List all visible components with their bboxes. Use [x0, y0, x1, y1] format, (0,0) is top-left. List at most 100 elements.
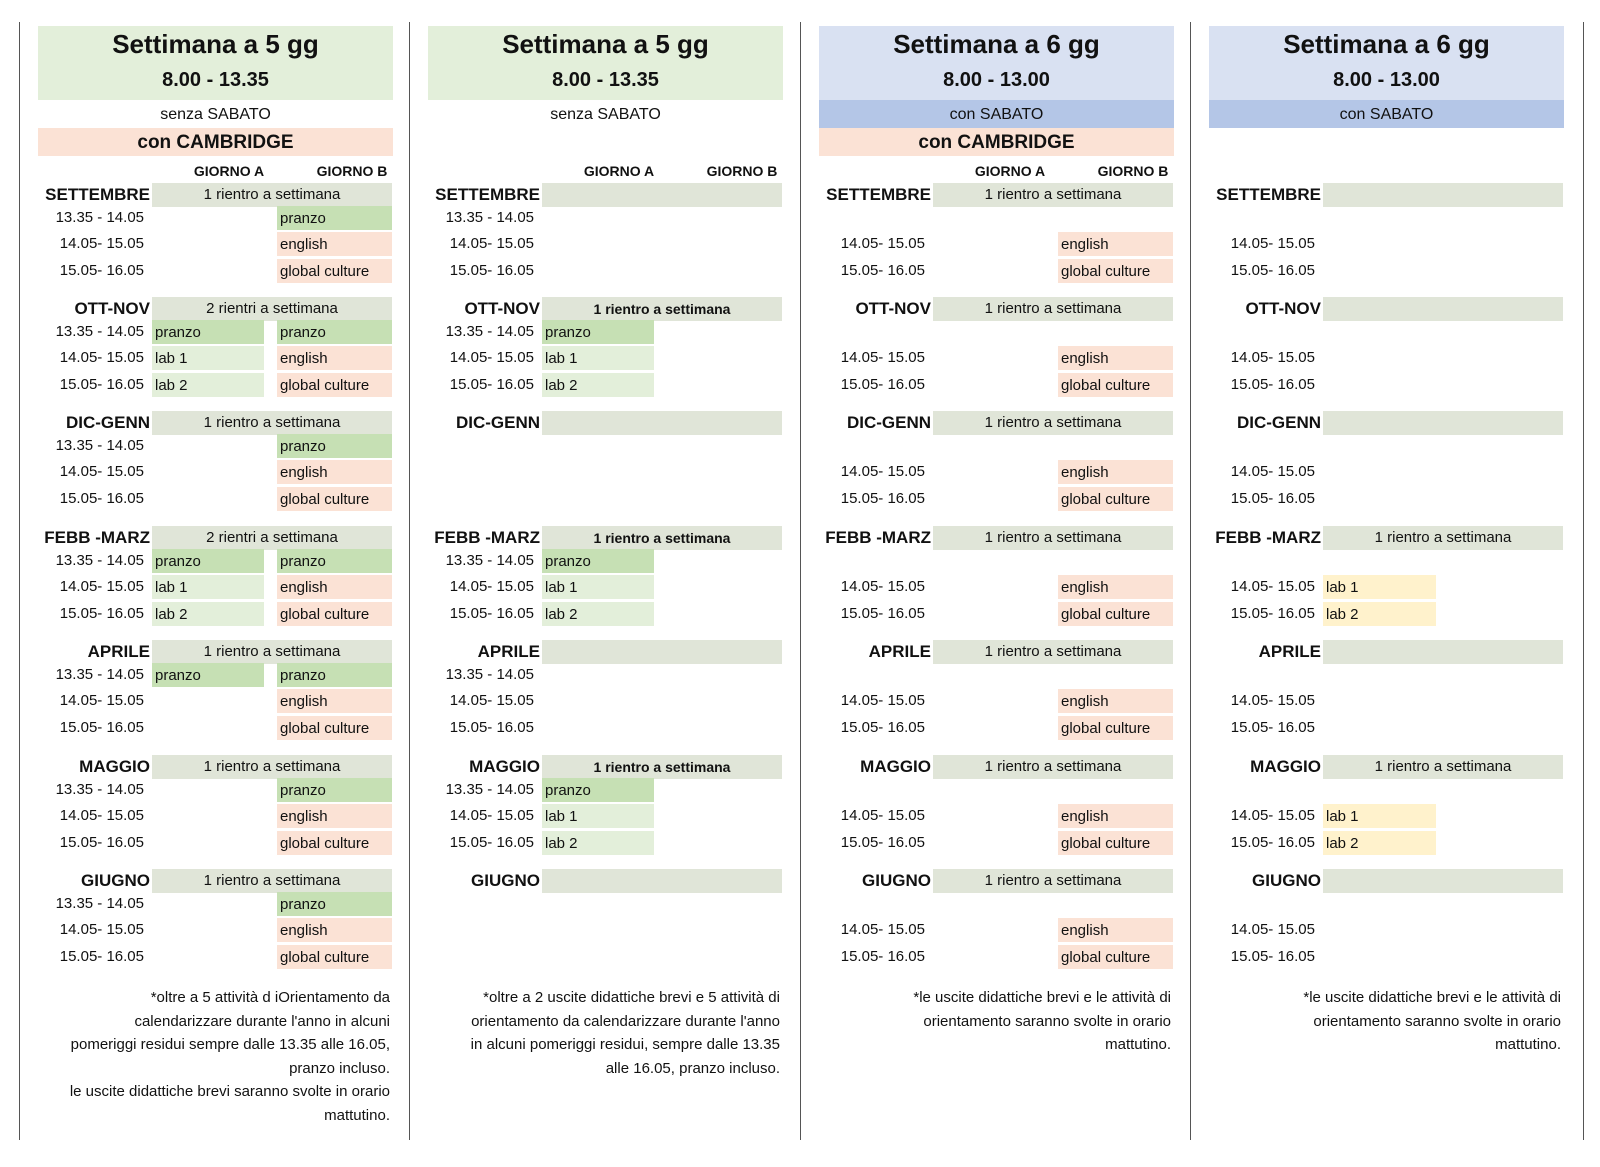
time-slot: 15.05- 16.05: [1230, 376, 1315, 393]
cell-giorno-b: global culture: [277, 373, 392, 397]
time-slot: 15.05- 16.05: [59, 490, 144, 507]
cell-giorno-a: pranzo: [542, 320, 654, 344]
time-slot: 13.35 - 14.05: [55, 209, 144, 226]
time-slot: 15.05- 16.05: [449, 834, 534, 851]
divider-right: [1583, 22, 1584, 1140]
time-slot: 15.05- 16.05: [840, 834, 925, 851]
time-slot: 14.05- 15.05: [840, 235, 925, 252]
time-slot: 14.05- 15.05: [59, 921, 144, 938]
time-slot: 15.05- 16.05: [840, 605, 925, 622]
footnote-line: *le uscite didattiche brevi e le attivit…: [913, 989, 1171, 1006]
cell-giorno-b: english: [277, 918, 392, 942]
month-label: SETTEMBRE: [45, 185, 150, 204]
time-slot: 14.05- 15.05: [59, 235, 144, 252]
time-slot: 15.05- 16.05: [59, 262, 144, 279]
time-slot: 14.05- 15.05: [840, 692, 925, 709]
month-rientri-bar: 1 rientro a settimana: [542, 755, 782, 779]
month-rientri-bar: 1 rientro a settimana: [542, 526, 782, 550]
month-rientri-bar: 2 rientri a settimana: [152, 297, 392, 321]
month-label: MAGGIO: [79, 757, 150, 776]
cell-giorno-a: lab 2: [1323, 602, 1436, 626]
time-slot: 13.35 - 14.05: [55, 323, 144, 340]
cell-giorno-b: global culture: [1058, 259, 1173, 283]
footnote-line: pomeriggi residui sempre dalle 13.35 all…: [70, 1036, 390, 1053]
cell-giorno-a: lab 1: [152, 346, 264, 370]
cell-giorno-b: english: [277, 460, 392, 484]
cell-giorno-b: english: [277, 346, 392, 370]
time-slot: 15.05- 16.05: [59, 834, 144, 851]
panel-hours: 8.00 - 13.00: [819, 61, 1174, 100]
month-label: SETTEMBRE: [1216, 185, 1321, 204]
time-slot: 13.35 - 14.05: [55, 895, 144, 912]
cell-giorno-a: pranzo: [152, 549, 264, 573]
cell-giorno-b: english: [1058, 575, 1173, 599]
time-slot: 15.05- 16.05: [59, 719, 144, 736]
cell-giorno-b: global culture: [1058, 602, 1173, 626]
cell-giorno-b: english: [1058, 689, 1173, 713]
month-rientri-bar: 1 rientro a settimana: [933, 411, 1173, 435]
time-slot: 13.35 - 14.05: [445, 781, 534, 798]
cell-giorno-a: lab 1: [542, 575, 654, 599]
month-label: OTT-NOV: [855, 299, 931, 318]
month-rientri-bar: 1 rientro a settimana: [1323, 526, 1563, 550]
month-rientri-bar: 1 rientro a settimana: [933, 526, 1173, 550]
time-slot: 14.05- 15.05: [449, 349, 534, 366]
cell-giorno-b: global culture: [1058, 716, 1173, 740]
month-rientri-bar: [1323, 411, 1563, 435]
footnote-line: orientamento saranno svolte in orario: [1313, 1012, 1561, 1030]
time-slot: 14.05- 15.05: [59, 349, 144, 366]
schedule-panel-1: Settimana a 5 gg 8.00 - 13.35 senza SABATO…: [20, 0, 393, 1167]
cell-giorno-b: pranzo: [277, 434, 392, 458]
time-slot: 15.05- 16.05: [1230, 834, 1315, 851]
month-rientri-bar: 1 rientro a settimana: [933, 297, 1173, 321]
footnote-line: orientamento saranno svolte in orario: [923, 1012, 1171, 1030]
month-label: MAGGIO: [469, 757, 540, 776]
column-header-a: GIORNO A: [583, 163, 655, 179]
month-label: GIUGNO: [81, 871, 150, 890]
month-label: APRILE: [868, 642, 931, 661]
month-rientri-bar: 1 rientro a settimana: [152, 411, 392, 435]
cell-giorno-b: global culture: [277, 602, 392, 626]
month-label: FEBB -MARZ: [434, 528, 540, 547]
cell-giorno-b: pranzo: [277, 549, 392, 573]
cell-giorno-b: global culture: [277, 831, 392, 855]
cell-giorno-b: global culture: [277, 487, 392, 511]
footnote-line: pranzo incluso.: [289, 1059, 390, 1077]
saturday-label: senza SABATO: [550, 106, 661, 123]
time-slot: 15.05- 16.05: [449, 262, 534, 279]
time-slot: 14.05- 15.05: [1230, 235, 1315, 252]
footnote-line: *oltre a 2 uscite didattiche brevi e 5 a…: [483, 989, 780, 1006]
month-rientri-bar: 1 rientro a settimana: [542, 297, 782, 321]
cell-giorno-b: global culture: [1058, 945, 1173, 969]
footnote-line: alle 16.05, pranzo incluso.: [605, 1059, 780, 1077]
column-header-b: GIORNO B: [316, 163, 388, 179]
cell-giorno-b: pranzo: [277, 892, 392, 916]
cell-giorno-b: global culture: [277, 716, 392, 740]
time-slot: 15.05- 16.05: [449, 605, 534, 622]
time-slot: 15.05- 16.05: [59, 948, 144, 965]
cell-giorno-a: lab 2: [542, 373, 654, 397]
cell-giorno-b: pranzo: [277, 663, 392, 687]
month-rientri-bar: 1 rientro a settimana: [152, 183, 392, 207]
month-label: GIUGNO: [1252, 871, 1321, 890]
month-label: OTT-NOV: [464, 299, 540, 318]
month-rientri-bar: [542, 183, 782, 207]
panel-title: Settimana a 5 gg: [38, 26, 393, 61]
month-rientri-bar: [542, 869, 782, 893]
time-slot: 15.05- 16.05: [1230, 490, 1315, 507]
time-slot: 15.05- 16.05: [59, 605, 144, 622]
divider-1: [409, 22, 410, 1140]
time-slot: 15.05- 16.05: [840, 262, 925, 279]
month-rientri-bar: 1 rientro a settimana: [933, 640, 1173, 664]
cambridge-label: con CAMBRIDGE: [38, 128, 393, 156]
footnote-line: le uscite didattiche brevi saranno svolt…: [69, 1083, 390, 1100]
time-slot: 14.05- 15.05: [1230, 921, 1315, 938]
time-slot: 14.05- 15.05: [840, 463, 925, 480]
time-slot: 13.35 - 14.05: [445, 209, 534, 226]
cell-giorno-b: global culture: [277, 259, 392, 283]
time-slot: 14.05- 15.05: [1230, 463, 1315, 480]
month-label: DIC-GENN: [846, 413, 931, 432]
cell-giorno-a: lab 2: [542, 602, 654, 626]
time-slot: 15.05- 16.05: [840, 490, 925, 507]
month-label: FEBB -MARZ: [1215, 528, 1321, 547]
